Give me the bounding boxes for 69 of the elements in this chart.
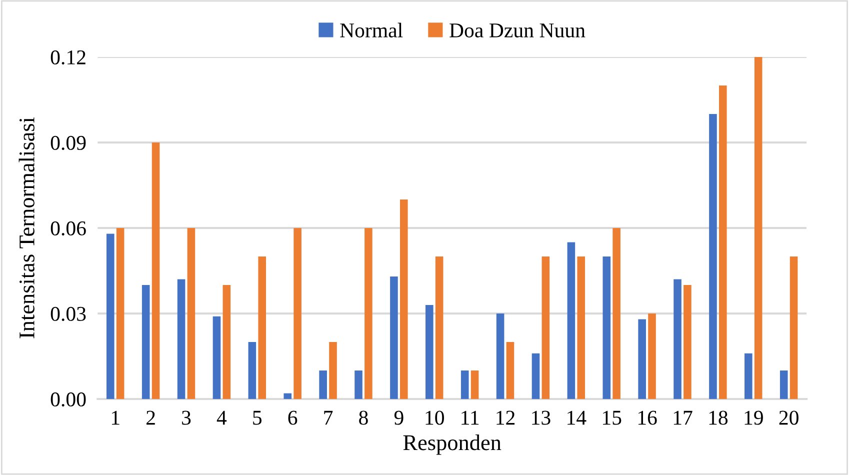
bar bbox=[400, 200, 408, 399]
x-tick-label: 2 bbox=[146, 410, 155, 425]
bar bbox=[496, 314, 504, 399]
bar bbox=[638, 319, 646, 399]
x-tick-label: 4 bbox=[216, 410, 227, 425]
bar bbox=[435, 256, 444, 399]
y-tick-label: 0.00 bbox=[50, 392, 86, 407]
bar bbox=[284, 393, 292, 399]
bar bbox=[460, 370, 469, 399]
bar bbox=[248, 342, 256, 399]
bar bbox=[790, 256, 798, 399]
bar bbox=[506, 342, 514, 399]
bar bbox=[106, 234, 114, 399]
bar bbox=[142, 285, 150, 399]
bar bbox=[567, 242, 576, 399]
bar bbox=[754, 57, 762, 399]
y-axis-title: Intensitas Ternormalisasi bbox=[18, 117, 34, 338]
x-tick-label: 3 bbox=[182, 410, 191, 425]
bar bbox=[364, 228, 372, 399]
x-tick-label: 17 bbox=[674, 410, 692, 425]
bar bbox=[577, 256, 586, 399]
bar bbox=[319, 370, 327, 399]
bar bbox=[719, 86, 727, 399]
x-tick-label: 11 bbox=[462, 410, 479, 425]
y-tick-label: 0.12 bbox=[50, 50, 86, 65]
x-tick-label: 6 bbox=[288, 410, 298, 425]
bar bbox=[152, 142, 160, 399]
x-tick-label: 10 bbox=[426, 410, 444, 425]
bar bbox=[602, 256, 611, 399]
bar bbox=[354, 370, 362, 399]
bar bbox=[648, 314, 656, 399]
x-tick-label: 8 bbox=[359, 410, 368, 425]
bar bbox=[612, 228, 620, 399]
bar bbox=[684, 285, 692, 399]
x-tick-label: 16 bbox=[638, 410, 657, 425]
x-tick-label: 20 bbox=[779, 410, 798, 425]
bar bbox=[116, 228, 124, 399]
y-tick-label: 0.06 bbox=[50, 221, 86, 236]
bar bbox=[187, 228, 196, 399]
bar bbox=[470, 370, 479, 399]
legend-label: Doa Dzun Nuun bbox=[450, 24, 586, 38]
x-tick-label: 19 bbox=[744, 410, 763, 425]
bar bbox=[426, 304, 434, 399]
bar bbox=[674, 279, 682, 399]
bar bbox=[709, 114, 717, 399]
x-tick-label: 18 bbox=[709, 410, 728, 425]
x-tick-label: 12 bbox=[496, 410, 515, 425]
bar bbox=[542, 256, 550, 399]
x-tick-label: 5 bbox=[253, 410, 262, 425]
bar bbox=[329, 342, 337, 399]
bar bbox=[222, 285, 231, 399]
x-tick-label: 13 bbox=[532, 410, 550, 425]
x-tick-label: 15 bbox=[603, 410, 622, 425]
x-tick-label: 9 bbox=[394, 410, 404, 425]
bar bbox=[177, 279, 186, 399]
bar bbox=[390, 276, 398, 399]
bar bbox=[212, 316, 221, 399]
y-tick-label: 0.09 bbox=[50, 136, 86, 150]
x-tick-label: 14 bbox=[568, 410, 586, 425]
bar bbox=[532, 353, 540, 399]
x-tick-label: 7 bbox=[324, 410, 333, 425]
x-axis-title: Responden bbox=[403, 434, 502, 455]
bar bbox=[744, 353, 752, 399]
y-tick-label: 0.03 bbox=[50, 306, 86, 322]
x-tick-label: 1 bbox=[112, 410, 120, 425]
bar bbox=[780, 370, 788, 399]
bar bbox=[294, 228, 302, 399]
legend-label: Normal bbox=[340, 22, 403, 38]
bar bbox=[258, 256, 266, 399]
